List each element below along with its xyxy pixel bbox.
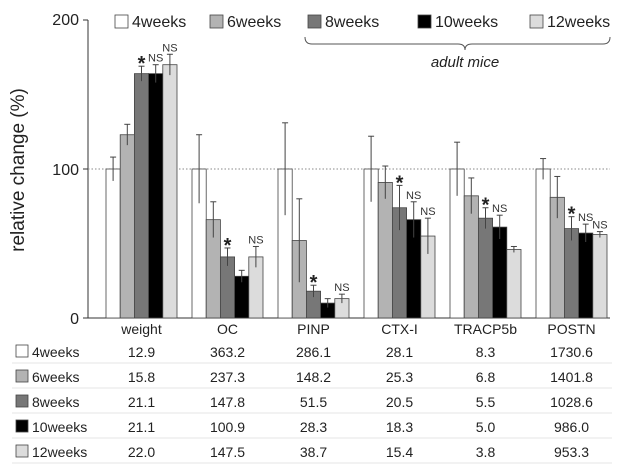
bar-12weeks-POSTN: [592, 234, 608, 319]
adult-mice-brace: [304, 36, 611, 51]
table-row-label: 6weeks: [32, 369, 79, 385]
table-cell-4weeks-OC: 363.2: [210, 344, 245, 360]
ns-label: NS: [578, 212, 593, 224]
y-tick-label-100: 100: [52, 162, 79, 179]
bar-12weeks-TRACP5b: [506, 249, 522, 319]
table-cell-10weeks-CTX-I: 18.3: [386, 419, 413, 435]
table-cell-8weeks-weight: 21.1: [128, 394, 155, 410]
ns-label: NS: [592, 220, 607, 232]
table-swatch-8weeks: [15, 394, 29, 408]
table-cell-6weeks-PINP: 148.2: [296, 369, 331, 385]
table-cell-6weeks-CTX-I: 25.3: [386, 369, 413, 385]
ns-label: NS: [420, 206, 435, 218]
table-cell-4weeks-weight: 12.9: [128, 344, 155, 360]
table-cell-6weeks-POSTN: 1401.8: [550, 369, 593, 385]
legend-swatch-4weeks: [114, 14, 129, 29]
table-cell-12weeks-weight: 22.0: [128, 444, 155, 460]
significance-star: *: [310, 272, 318, 294]
table-cell-10weeks-weight: 21.1: [128, 419, 155, 435]
bar-8weeks-POSTN: [564, 228, 580, 319]
legend-swatch-10weeks: [417, 14, 432, 29]
table-cell-10weeks-POSTN: 986.0: [554, 419, 589, 435]
table-cell-4weeks-CTX-I: 28.1: [386, 344, 413, 360]
legend-note-adult-mice: adult mice: [431, 54, 499, 71]
table-cell-6weeks-TRACP5b: 6.8: [476, 369, 496, 385]
table-cell-8weeks-TRACP5b: 5.5: [476, 394, 496, 410]
bar-6weeks-CTX-I: [377, 182, 393, 319]
legend-swatch-8weeks: [307, 14, 322, 29]
bar-12weeks-weight: [162, 64, 178, 319]
bar-10weeks-POSTN: [578, 232, 594, 319]
ns-label: NS: [148, 53, 163, 65]
ns-label: NS: [492, 203, 507, 215]
table-cell-12weeks-PINP: 38.7: [300, 444, 327, 460]
table-cell-8weeks-POSTN: 1028.6: [550, 394, 593, 410]
legend-swatch-6weeks: [209, 14, 224, 29]
x-category-label: PINP: [297, 321, 330, 337]
table-cell-12weeks-TRACP5b: 3.8: [476, 444, 496, 460]
table-row-label: 12weeks: [32, 444, 87, 460]
table-cell-4weeks-TRACP5b: 8.3: [476, 344, 496, 360]
y-tick-label-200: 200: [52, 12, 79, 29]
ns-label: NS: [334, 282, 349, 294]
x-category-label: OC: [217, 321, 238, 337]
x-category-label: weight: [120, 321, 162, 337]
table-cell-8weeks-PINP: 51.5: [300, 394, 327, 410]
table-cell-12weeks-CTX-I: 15.4: [386, 444, 413, 460]
table-cell-8weeks-OC: 147.8: [210, 394, 245, 410]
bar-6weeks-TRACP5b: [463, 195, 479, 319]
legend-label-8weeks: 8weeks: [325, 14, 379, 31]
x-category-label: POSTN: [547, 321, 595, 337]
y-tick-label-0: 0: [70, 311, 79, 328]
table-cell-10weeks-PINP: 28.3: [300, 419, 327, 435]
bar-10weeks-weight: [148, 73, 164, 319]
bar-8weeks-TRACP5b: [477, 217, 493, 319]
x-category-label: CTX-I: [381, 321, 418, 337]
table-cell-4weeks-POSTN: 1730.6: [550, 344, 593, 360]
significance-star: *: [568, 204, 576, 226]
table-swatch-4weeks: [15, 344, 29, 358]
significance-star: *: [482, 195, 490, 217]
bar-8weeks-weight: [133, 73, 149, 319]
table-row-label: 8weeks: [32, 394, 79, 410]
table-cell-10weeks-OC: 100.9: [210, 419, 245, 435]
bar-10weeks-OC: [234, 275, 250, 319]
significance-star: *: [138, 53, 146, 75]
table-cell-6weeks-weight: 15.8: [128, 369, 155, 385]
x-category-label: TRACP5b: [454, 321, 517, 337]
bar-8weeks-OC: [219, 256, 235, 319]
table-cell-6weeks-OC: 237.3: [210, 369, 245, 385]
legend-label-12weeks: 12weeks: [547, 14, 610, 31]
table-swatch-12weeks: [15, 444, 29, 458]
legend-label-4weeks: 4weeks: [132, 14, 186, 31]
bar-6weeks-weight: [119, 134, 135, 319]
bar-4weeks-POSTN: [535, 168, 551, 319]
y-axis-label: relative change (%): [8, 88, 29, 252]
ns-label: NS: [162, 42, 177, 54]
table-swatch-10weeks: [15, 419, 29, 433]
ns-label: NS: [406, 190, 421, 202]
legend-label-6weeks: 6weeks: [227, 14, 281, 31]
table-cell-8weeks-CTX-I: 20.5: [386, 394, 413, 410]
significance-star: *: [396, 172, 404, 194]
ns-label: NS: [248, 234, 263, 246]
table-cell-12weeks-POSTN: 953.3: [554, 444, 589, 460]
bar-4weeks-weight: [105, 168, 121, 319]
table-row-label: 4weeks: [32, 344, 79, 360]
legend-label-10weeks: 10weeks: [435, 14, 498, 31]
table-row-label: 10weeks: [32, 419, 87, 435]
table-swatch-6weeks: [15, 369, 29, 383]
legend-swatch-12weeks: [529, 14, 544, 29]
significance-star: *: [224, 235, 232, 257]
table-cell-12weeks-OC: 147.5: [210, 444, 245, 460]
table-cell-10weeks-TRACP5b: 5.0: [476, 419, 496, 435]
bar-10weeks-TRACP5b: [492, 226, 508, 319]
table-cell-4weeks-PINP: 286.1: [296, 344, 331, 360]
